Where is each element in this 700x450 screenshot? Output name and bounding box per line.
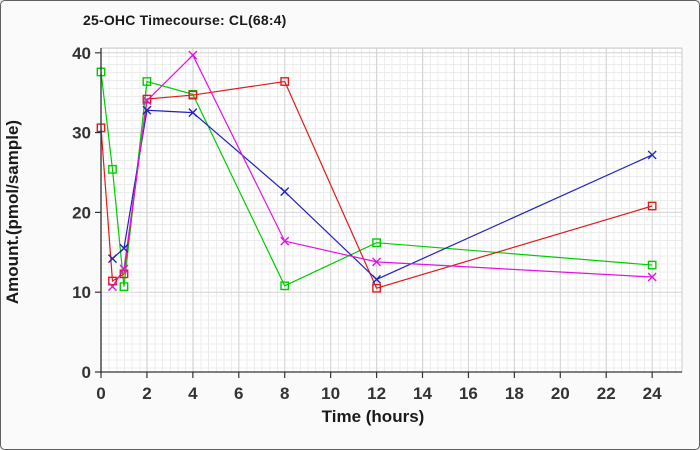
marker-square-green-squares [372,238,381,248]
y-tick-label: 0 [82,363,91,382]
x-tick-label: 20 [551,384,570,403]
chart-title: 25-OHC Timecourse: CL(68:4) [83,12,287,28]
marker-square-green-squares [647,260,657,270]
marker-square-green-squares [119,282,129,292]
marker-square-red-squares [142,94,152,104]
y-axis-title: Amount.(pmol/sample) [3,119,22,305]
marker-x-magenta-crosses [280,236,290,246]
marker-x-magenta-crosses [647,272,657,282]
x-tick-label: 10 [321,384,340,403]
x-tick-label: 4 [188,384,198,403]
marker-x-blue-crosses [142,105,152,115]
marker-x-blue-crosses [280,187,290,197]
marker-x-blue-crosses [119,243,129,253]
marker-x-magenta-crosses [372,257,382,267]
marker-square-green-squares [108,164,117,174]
x-tick-label: 22 [597,384,616,403]
marker-x-blue-crosses [107,254,117,264]
marker-square-green-squares [142,77,152,86]
marker-x-magenta-crosses [119,264,129,274]
x-tick-label: 0 [96,384,105,403]
x-tick-label: 24 [643,384,662,403]
marker-x-blue-crosses [647,150,657,160]
marker-x-magenta-crosses [188,50,198,60]
x-tick-label: 12 [367,384,386,403]
x-tick-label: 8 [280,384,289,403]
x-tick-label: 2 [142,384,151,403]
plot-area [101,48,682,372]
x-tick-label: 16 [459,384,478,403]
marker-x-magenta-crosses [142,96,152,106]
series-line-green-squares [100,71,653,287]
y-tick-label: 10 [72,283,91,302]
series-line-blue-crosses [112,109,653,281]
marker-square-red-squares [372,283,381,293]
x-axis-title: Time (hours) [321,407,425,426]
series-line-red-squares [100,80,653,289]
marker-x-blue-crosses [188,108,198,118]
marker-square-red-squares [647,201,657,211]
marker-square-red-squares [188,90,198,100]
marker-square-red-squares [119,269,129,279]
y-tick-label: 20 [72,203,91,222]
marker-square-green-squares [280,281,290,291]
marker-x-magenta-crosses [107,282,117,292]
x-tick-label: 14 [413,384,432,403]
y-tick-label: 30 [72,124,91,143]
marker-x-blue-crosses [372,274,382,284]
marker-square-red-squares [108,276,117,286]
x-tick-label: 18 [505,384,524,403]
y-tick-label: 40 [72,44,91,63]
x-tick-label: 6 [234,384,243,403]
marker-square-red-squares [280,77,290,86]
